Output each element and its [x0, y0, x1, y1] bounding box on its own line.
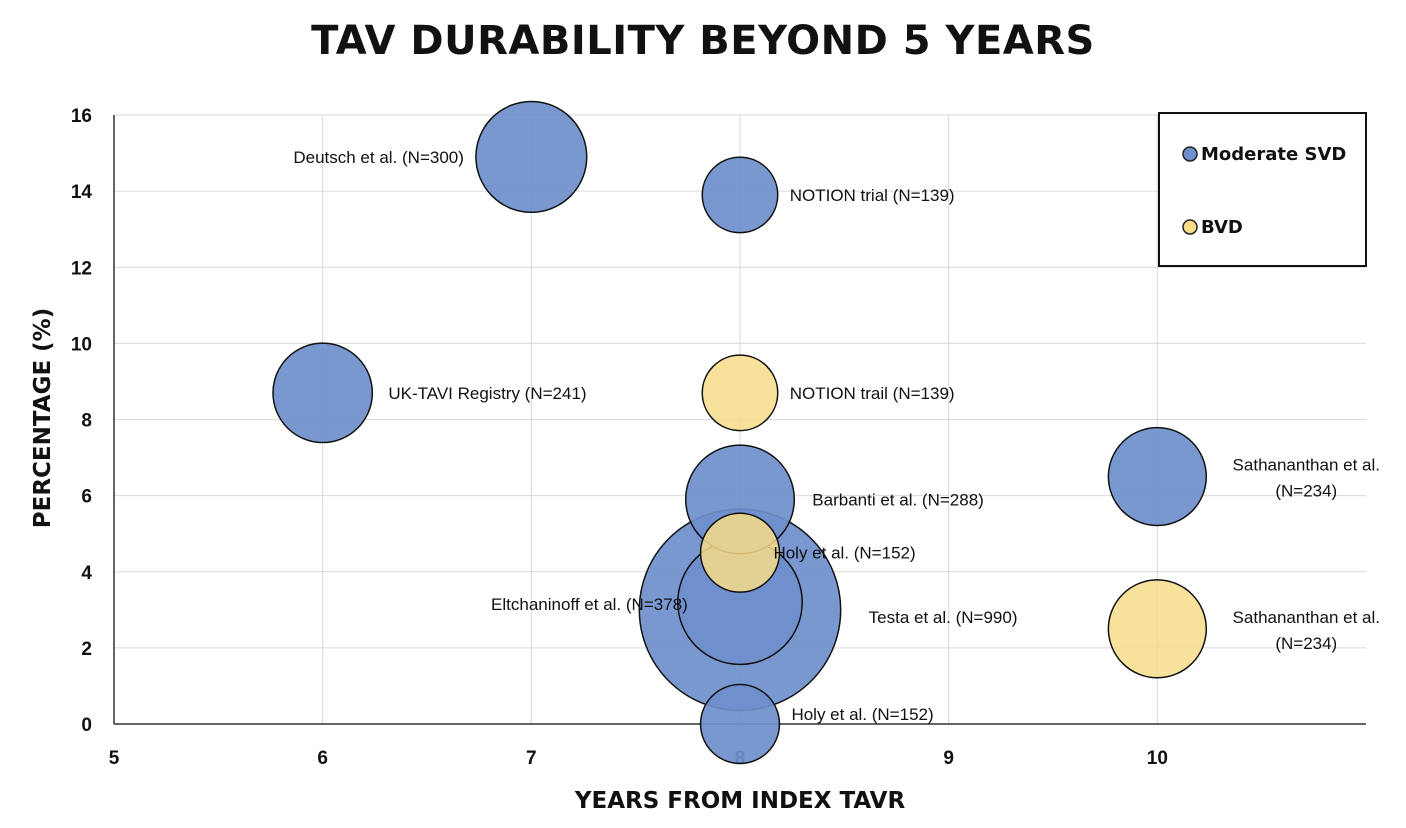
bubbles [272, 100, 1208, 765]
y-tick-label: 2 [81, 639, 92, 660]
y-tick-label: 8 [81, 411, 92, 432]
tick-labels: 02468101214165678910 [71, 106, 1168, 769]
y-tick-label: 4 [81, 563, 92, 584]
data-label: Eltchaninoff et al. (N=378) [491, 595, 688, 614]
data-label: (N=234) [1275, 634, 1337, 653]
legend-swatch-moderate-svd [1182, 146, 1198, 162]
bubble-moderate-svd [699, 683, 781, 765]
y-tick-label: 14 [71, 182, 93, 203]
data-label: Testa et al. (N=990) [869, 608, 1018, 627]
y-axis-label: PERCENTAGE (%) [30, 308, 56, 529]
legend: Moderate SVD BVD [1158, 112, 1367, 267]
x-tick-label: 7 [526, 748, 537, 769]
legend-label-bvd: BVD [1201, 217, 1243, 238]
bubble-moderate-svd [701, 156, 779, 234]
data-label: NOTION trail (N=139) [790, 384, 955, 403]
x-tick-label: 9 [943, 748, 954, 769]
data-label: NOTION trial (N=139) [790, 186, 955, 205]
legend-label-moderate-svd: Moderate SVD [1201, 144, 1346, 165]
bubble-moderate-svd [1107, 426, 1208, 527]
data-label: (N=234) [1275, 482, 1337, 501]
bubble-moderate-svd [272, 342, 374, 444]
data-labels: Deutsch et al. (N=300) NOTION trial (N=13… [293, 148, 1380, 724]
data-label: Barbanti et al. (N=288) [812, 490, 984, 509]
data-label: Deutsch et al. (N=300) [293, 148, 464, 167]
bubble-bvd [1107, 579, 1208, 679]
y-tick-label: 12 [71, 258, 92, 279]
data-label: Sathananthan et al. [1233, 608, 1380, 627]
y-tick-label: 16 [71, 106, 92, 127]
x-tick-label: 5 [109, 748, 120, 769]
y-tick-label: 6 [81, 487, 92, 508]
y-tick-label: 0 [81, 715, 92, 736]
bubble-bvd [701, 354, 779, 432]
bubble-bvd [699, 512, 781, 593]
data-label: Holy et al. (N=152) [773, 544, 915, 563]
y-tick-label: 10 [71, 334, 92, 355]
bubble-moderate-svd [475, 100, 588, 214]
chart-title: TAV DURABILITY BEYOND 5 YEARS [311, 18, 1095, 64]
legend-box [1158, 112, 1367, 267]
data-label: Sathananthan et al. [1233, 456, 1380, 475]
data-label: Holy et al. (N=152) [791, 705, 933, 724]
x-tick-label: 10 [1147, 748, 1168, 769]
x-axis-label: YEARS FROM INDEX TAVR [574, 788, 906, 814]
legend-swatch-bvd [1182, 219, 1198, 235]
x-tick-label: 6 [317, 748, 328, 769]
data-label: UK-TAVI Registry (N=241) [388, 384, 586, 403]
